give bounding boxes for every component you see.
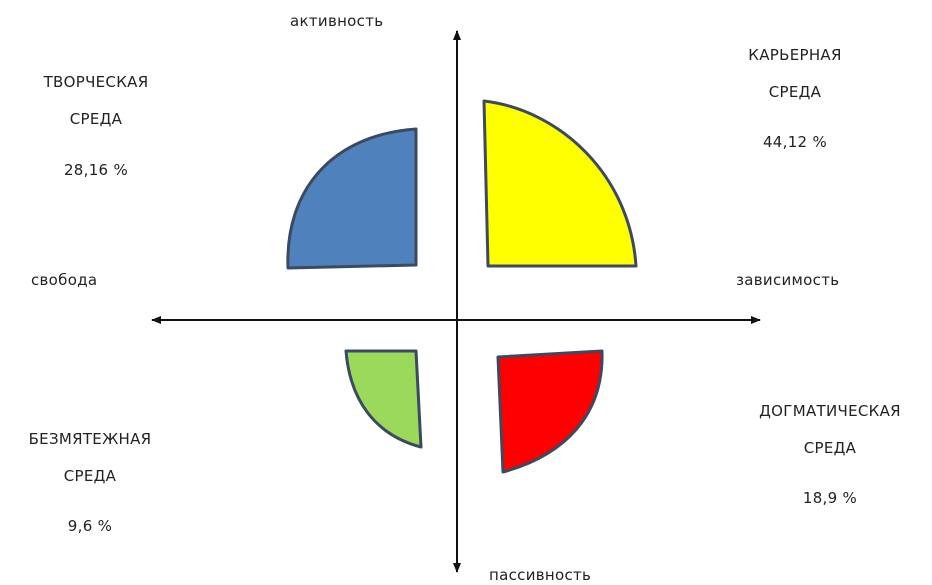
quadrant-title-line1: ДОГМАТИЧЕСКАЯ xyxy=(759,402,901,420)
creative-environment-shape xyxy=(286,127,418,270)
quadrant-title-line1: БЕЗМЯТЕЖНАЯ xyxy=(28,430,152,448)
career-environment-shape xyxy=(482,99,638,268)
quadrant-title-line1: ТВОРЧЕСКАЯ xyxy=(43,73,149,91)
quadrant-percent: 18,9 % xyxy=(802,489,858,507)
dogmatic-environment-shape xyxy=(496,349,604,474)
axis-label-passivity: пассивность xyxy=(489,566,592,584)
quadrant-percent: 28,16 % xyxy=(63,161,129,179)
quadrant-label-creative: ТВОРЧЕСКАЯ СРЕДА 28,16 % xyxy=(0,64,192,189)
serene-environment-shape xyxy=(344,349,423,449)
quadrant-title-line1: КАРЬЕРНАЯ xyxy=(748,46,842,64)
quadrant-title-line2: СРЕДА xyxy=(69,110,123,128)
quadrant-percent: 9,6 % xyxy=(67,517,113,535)
axis-label-activity: активность xyxy=(290,12,384,30)
axis-label-dependence: зависимость xyxy=(736,271,840,289)
quadrant-title-line2: СРЕДА xyxy=(768,83,822,101)
quadrant-title-line2: СРЕДА xyxy=(803,439,857,457)
quadrant-label-dogmatic: ДОГМАТИЧЕСКАЯ СРЕДА 18,9 % xyxy=(730,393,930,517)
quadrant-label-career: КАРЬЕРНАЯ СРЕДА 44,12 % xyxy=(700,37,890,161)
quadrant-label-serene: БЕЗМЯТЕЖНАЯ СРЕДА 9,6 % xyxy=(0,421,180,545)
axis-label-freedom: свобода xyxy=(31,271,98,289)
quadrant-title-line2: СРЕДА xyxy=(63,467,117,485)
quadrant-percent: 44,12 % xyxy=(762,133,828,151)
